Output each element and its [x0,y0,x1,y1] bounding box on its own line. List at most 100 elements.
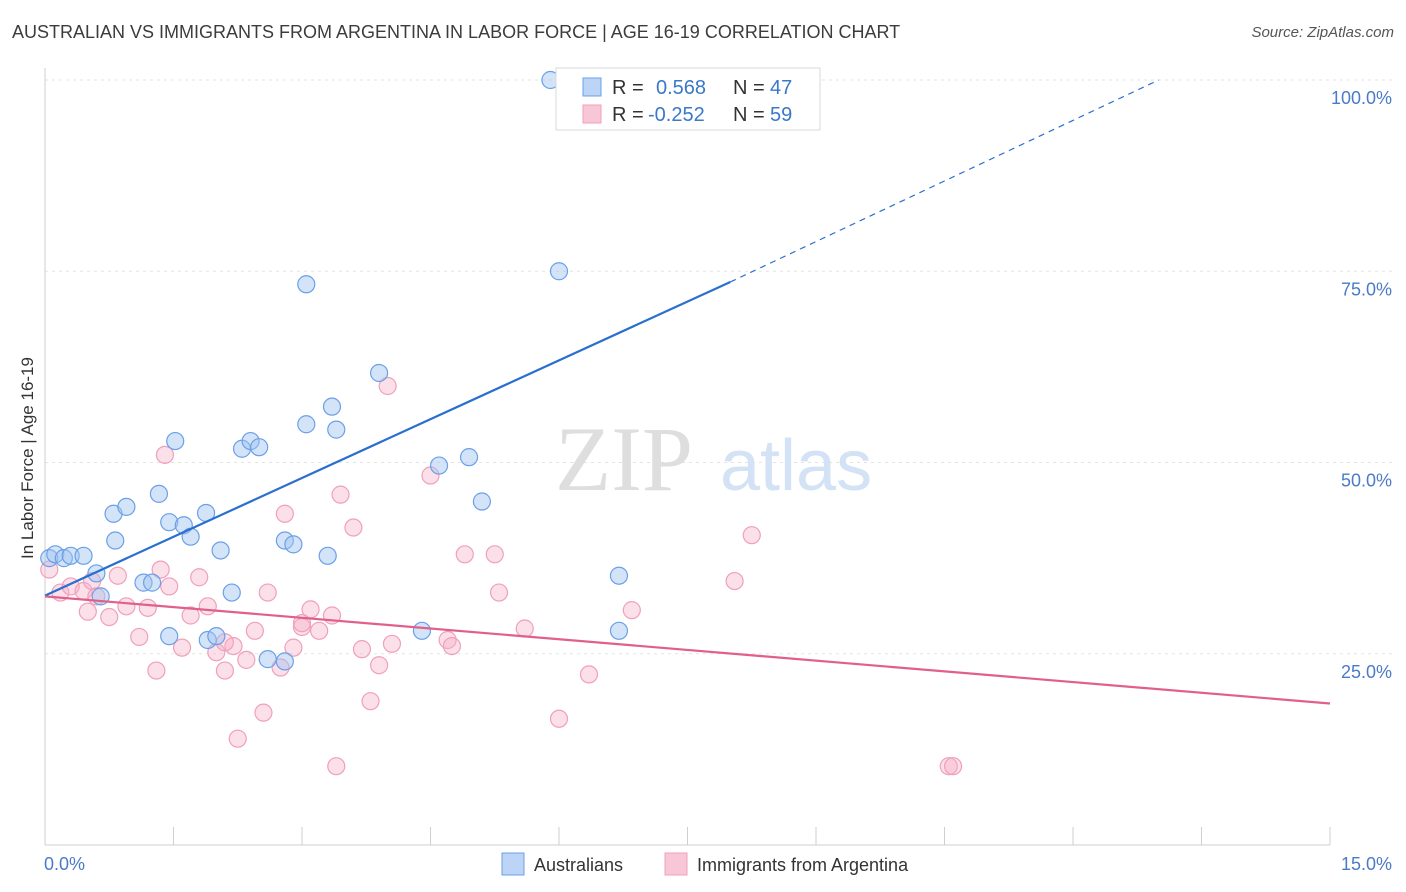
immigrants-point-13 [172,638,192,657]
australians-point-1 [46,545,65,564]
immigrants-point-35 [361,692,380,711]
immigrants-point-52 [943,757,963,776]
australians-point-2 [54,549,73,568]
immigrants-point-50 [742,526,761,545]
immigrants-point-42 [455,545,474,564]
stats-r-label-pink: R = [612,104,644,126]
y-axis-label: In Labor Force | Age 16-19 [18,357,37,559]
immigrants-point-11 [147,661,166,680]
series-immigrants-points [40,376,963,776]
immigrants-point-8 [117,597,136,616]
trend-line-immigrants [44,595,1331,705]
immigrants-point-33 [344,518,363,537]
immigrants-point-9 [130,627,149,647]
immigrants-point-43 [485,545,504,564]
australians-point-39 [609,566,629,585]
australians-point-33 [429,456,449,475]
stats-legend: R = 0.568 N = 47 R = -0.252 N = 59 [555,67,821,131]
immigrants-point-14 [181,606,200,625]
legend-label-immigrants: Immigrants from Argentina [697,855,909,875]
y-tick-label-75: 75.0% [1341,279,1392,299]
immigrants-point-22 [254,703,273,722]
australians-point-34 [459,448,479,467]
trend-line-australians [44,280,731,597]
stats-n-label-blue: N = [733,77,765,99]
x-ticks [173,827,1331,845]
chart-source: Source: ZipAtlas.com [1251,24,1394,41]
immigrants-point-37 [382,634,402,653]
gridlines [45,79,1392,655]
immigrants-point-26 [284,638,303,657]
trend-line-australians-extension [730,79,1159,283]
australians-point-19 [222,583,241,602]
australians-point-23 [258,650,277,669]
immigrants-point-38 [378,376,397,396]
immigrants-point-55 [78,602,97,621]
stats-r-label-blue: R = [612,77,644,99]
immigrants-point-41 [442,636,462,656]
stats-legend-swatch-blue [582,77,602,97]
watermark-zip: ZIP [555,408,693,510]
immigrants-point-57 [228,729,247,748]
australians-point-14 [166,431,185,451]
australians-point-28 [318,546,337,565]
y-tick-label-50: 50.0% [1341,471,1392,491]
immigrants-point-21 [245,621,264,640]
australians-point-22 [250,438,269,457]
immigrants-point-32 [331,485,350,504]
immigrants-point-6 [100,607,119,627]
immigrants-point-29 [310,621,329,640]
x-tick-label-min: 0.0% [44,854,85,874]
australians-point-8 [117,497,136,516]
immigrants-point-10 [138,598,157,617]
y-tick-labels: 25.0% 50.0% 75.0% 100.0% [1331,88,1392,682]
series-australians-points [40,70,706,671]
australians-point-30 [327,420,346,439]
australians-point-29 [322,397,342,416]
australians-point-13 [160,513,179,532]
australians-point-4 [74,546,93,565]
australians-point-32 [412,621,432,640]
immigrants-point-19 [224,636,243,656]
immigrants-point-53 [151,560,170,579]
stats-r-value-pink: -0.252 [648,104,705,126]
immigrants-point-25 [275,504,294,523]
immigrants-point-49 [725,571,744,591]
immigrants-point-46 [549,709,569,728]
australians-point-42 [160,627,179,646]
australians-point-18 [211,541,230,560]
australians-point-38 [549,262,569,281]
immigrants-point-23 [258,583,277,602]
legend-swatch-immigrants [664,852,688,876]
immigrants-point-48 [622,601,641,620]
immigrants-point-12 [160,577,179,596]
stats-n-value-blue: 47 [770,77,792,99]
australians-point-40 [609,621,629,640]
immigrants-point-18 [215,661,234,680]
australians-point-44 [207,627,226,646]
stats-n-label-pink: N = [733,104,765,126]
immigrants-point-56 [155,445,175,464]
australians-point-26 [297,415,316,434]
immigrants-point-44 [489,583,509,602]
watermark-atlas: atlas [720,426,872,506]
y-tick-label-25: 25.0% [1341,662,1392,682]
australians-point-3 [61,546,80,565]
trend-lines [44,79,1331,705]
immigrants-point-47 [579,665,599,684]
australians-point-27 [297,275,316,294]
stats-n-value-pink: 59 [770,104,792,126]
australians-point-43 [198,630,217,650]
watermark: ZIP atlas [555,408,872,510]
legend-swatch-australians [501,852,525,876]
australians-point-24 [275,531,294,550]
immigrants-point-15 [190,568,209,587]
immigrants-point-51 [939,757,958,776]
australians-point-45 [275,652,294,671]
immigrants-point-16 [198,597,217,616]
australians-point-9 [106,531,125,550]
australians-point-12 [149,484,169,503]
australians-point-11 [142,573,162,592]
immigrants-point-45 [515,619,534,638]
